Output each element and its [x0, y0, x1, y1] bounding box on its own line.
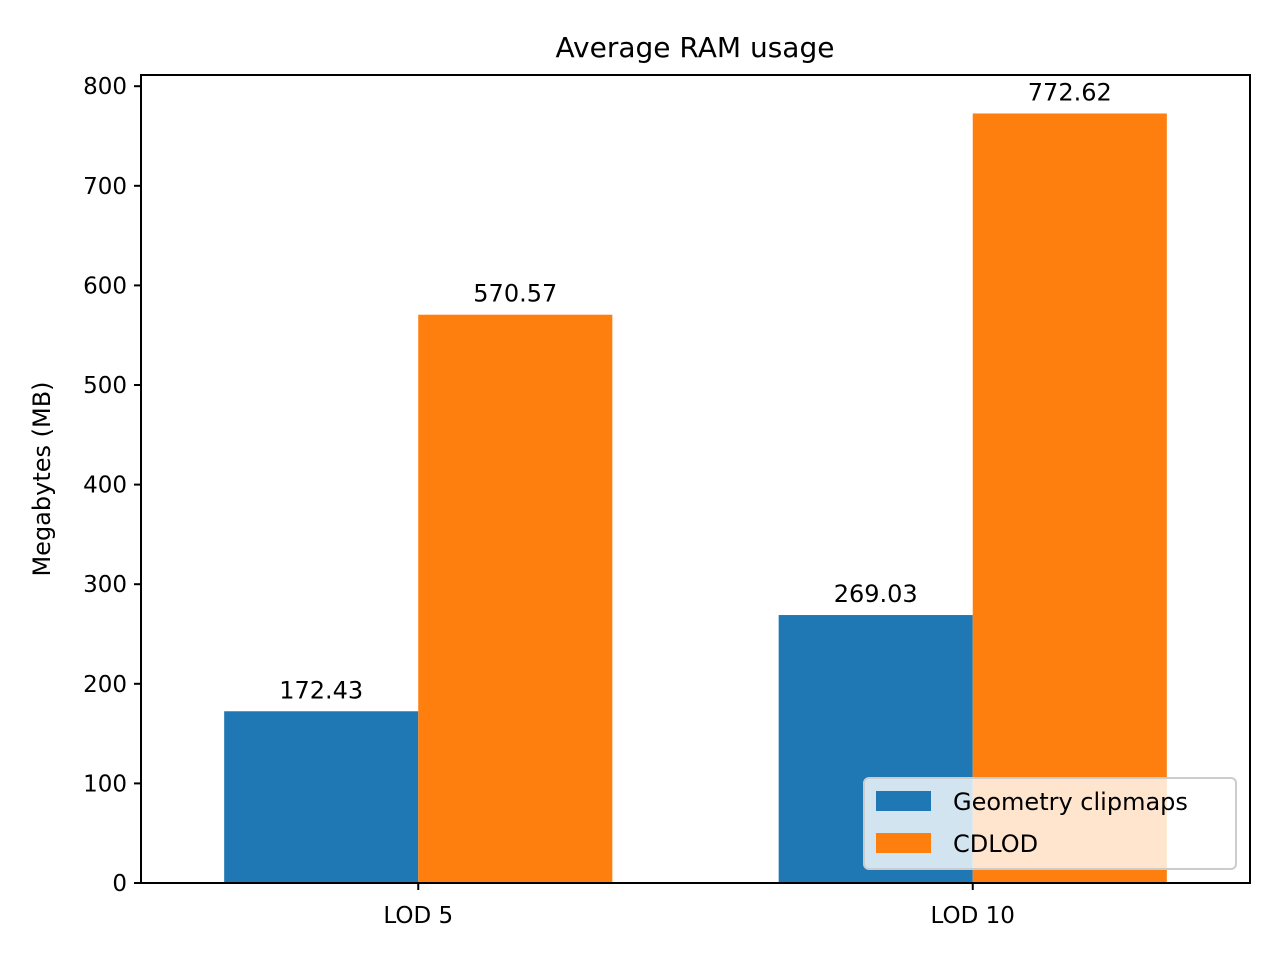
legend-label: CDLOD — [953, 830, 1038, 858]
y-tick-label: 0 — [112, 871, 127, 897]
bar-value-label: 570.57 — [473, 280, 557, 308]
x-tick-label: LOD 5 — [383, 903, 453, 929]
y-tick-label: 300 — [83, 572, 127, 598]
bar-value-label: 269.03 — [834, 580, 918, 608]
bars-group — [224, 113, 1167, 884]
bar-geometry-clipmaps — [224, 711, 419, 883]
y-axis-label: Megabytes (MB) — [28, 381, 56, 576]
y-tick-label: 700 — [83, 174, 127, 200]
legend-swatch — [876, 833, 931, 853]
y-tick-label: 200 — [83, 672, 127, 698]
bar-value-label: 772.62 — [1028, 78, 1112, 106]
x-axis-ticks: LOD 5 LOD 10 — [383, 883, 1015, 929]
legend-label: Geometry clipmaps — [953, 788, 1188, 816]
legend-box — [863, 777, 1237, 870]
y-tick-label: 600 — [83, 273, 127, 299]
x-tick-label: LOD 10 — [931, 903, 1015, 929]
y-tick-label: 800 — [83, 74, 127, 100]
y-tick-label: 400 — [83, 473, 127, 499]
bar-labels-group: 172.43 269.03 570.57 772.62 — [279, 78, 1112, 704]
legend: Geometry clipmaps CDLOD — [863, 777, 1237, 870]
bar-cdlod — [972, 113, 1167, 884]
bar-cdlod — [418, 314, 613, 883]
y-tick-label: 100 — [83, 771, 127, 797]
y-axis-ticks: 0 100 200 300 400 500 600 700 800 — [83, 74, 141, 897]
plot-frame — [140, 74, 1251, 884]
legend-swatch — [876, 791, 931, 811]
chart-title: Average RAM usage — [556, 31, 835, 64]
y-tick-label: 500 — [83, 373, 127, 399]
bar-value-label: 172.43 — [279, 676, 363, 704]
